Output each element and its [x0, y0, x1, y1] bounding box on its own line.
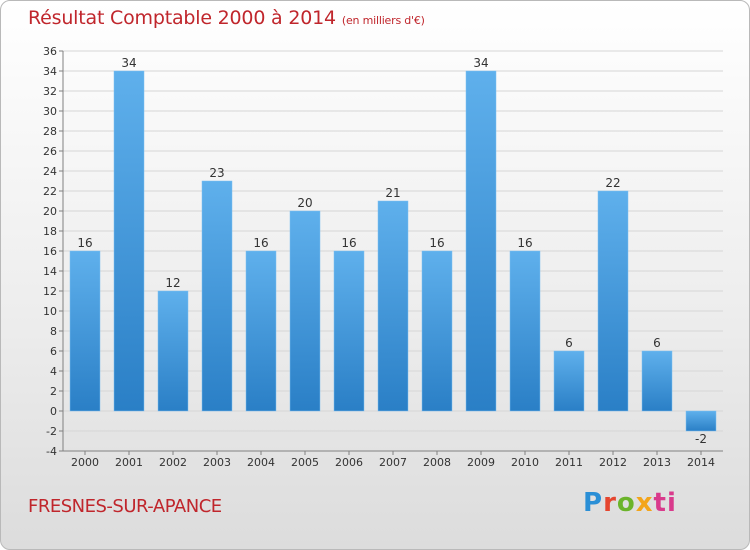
bar — [553, 350, 585, 412]
data-label: 34 — [473, 56, 488, 70]
x-tick-label: 2011 — [555, 456, 583, 469]
y-tick-label: 34 — [43, 65, 57, 78]
data-label: -2 — [695, 432, 707, 446]
y-tick-label: -2 — [46, 425, 57, 438]
bar — [289, 210, 321, 412]
y-tick-label: 2 — [50, 385, 57, 398]
bar — [69, 250, 101, 412]
data-label: 20 — [297, 196, 312, 210]
proxiti-logo[interactable]: Proxti — [583, 488, 677, 518]
y-tick-label: 20 — [43, 205, 57, 218]
y-tick-label: 32 — [43, 85, 57, 98]
x-tick-label: 2007 — [379, 456, 407, 469]
bar-layer — [69, 70, 717, 432]
data-label: 16 — [517, 236, 532, 250]
y-tick-label: 30 — [43, 105, 57, 118]
x-tick-label: 2002 — [159, 456, 187, 469]
x-tick-label: 2003 — [203, 456, 231, 469]
x-tick-label: 2000 — [71, 456, 99, 469]
logo-letter: r — [603, 488, 617, 518]
y-tick-label: 12 — [43, 285, 57, 298]
data-label: 16 — [253, 236, 268, 250]
y-tick-label: 4 — [50, 365, 57, 378]
x-tick-label: 2008 — [423, 456, 451, 469]
y-tick-label: 0 — [50, 405, 57, 418]
data-label: 6 — [653, 336, 661, 350]
axis-layer: -4-2024681012141618202224262830323436200… — [43, 45, 723, 469]
bar — [157, 290, 189, 412]
y-tick-label: 6 — [50, 345, 57, 358]
data-label: 34 — [121, 56, 136, 70]
data-label: 16 — [429, 236, 444, 250]
bar — [465, 70, 497, 412]
y-tick-label: 26 — [43, 145, 57, 158]
y-tick-label: 8 — [50, 325, 57, 338]
data-label: 16 — [77, 236, 92, 250]
bar — [597, 190, 629, 412]
bar — [377, 200, 409, 412]
y-tick-label: 28 — [43, 125, 57, 138]
chart-subtitle: (en milliers d'€) — [341, 14, 425, 27]
bar — [641, 350, 673, 412]
bar — [509, 250, 541, 412]
label-layer: 16 34 12 23 16 20 16 21 16 34 16 6 22 6 -2 — [77, 56, 707, 446]
x-tick-label: 2010 — [511, 456, 539, 469]
y-tick-label: -4 — [46, 445, 57, 458]
x-tick-label: 2013 — [643, 456, 671, 469]
x-tick-label: 2014 — [687, 456, 715, 469]
y-tick-label: 18 — [43, 225, 57, 238]
y-tick-label: 10 — [43, 305, 57, 318]
x-tick-label: 2009 — [467, 456, 495, 469]
bar — [245, 250, 277, 412]
logo-letter: o — [616, 488, 636, 518]
bar — [685, 410, 717, 432]
y-tick-label: 24 — [43, 165, 57, 178]
logo-letter: ti — [653, 488, 677, 518]
x-tick-label: 2006 — [335, 456, 363, 469]
data-label: 6 — [565, 336, 573, 350]
data-label: 16 — [341, 236, 356, 250]
x-tick-label: 2001 — [115, 456, 143, 469]
x-tick-label: 2012 — [599, 456, 627, 469]
data-label: 23 — [209, 166, 224, 180]
bar — [113, 70, 145, 412]
commune-name: FRESNES-SUR-APANCE — [28, 496, 222, 517]
chart-title-text: Résultat Comptable 2000 à 2014 — [28, 7, 336, 29]
x-tick-label: 2005 — [291, 456, 319, 469]
y-tick-label: 16 — [43, 245, 57, 258]
y-tick-label: 22 — [43, 185, 57, 198]
bar — [201, 180, 233, 412]
logo-letter: P — [583, 488, 604, 518]
y-tick-label: 14 — [43, 265, 57, 278]
x-tick-label: 2004 — [247, 456, 275, 469]
bar — [421, 250, 453, 412]
data-label: 21 — [385, 186, 400, 200]
bar — [333, 250, 365, 412]
logo-letter: x — [635, 488, 654, 518]
chart-title: Résultat Comptable 2000 à 2014 (en millie… — [28, 7, 425, 29]
data-label: 12 — [165, 276, 180, 290]
data-label: 22 — [605, 176, 620, 190]
y-tick-label: 36 — [43, 45, 57, 58]
